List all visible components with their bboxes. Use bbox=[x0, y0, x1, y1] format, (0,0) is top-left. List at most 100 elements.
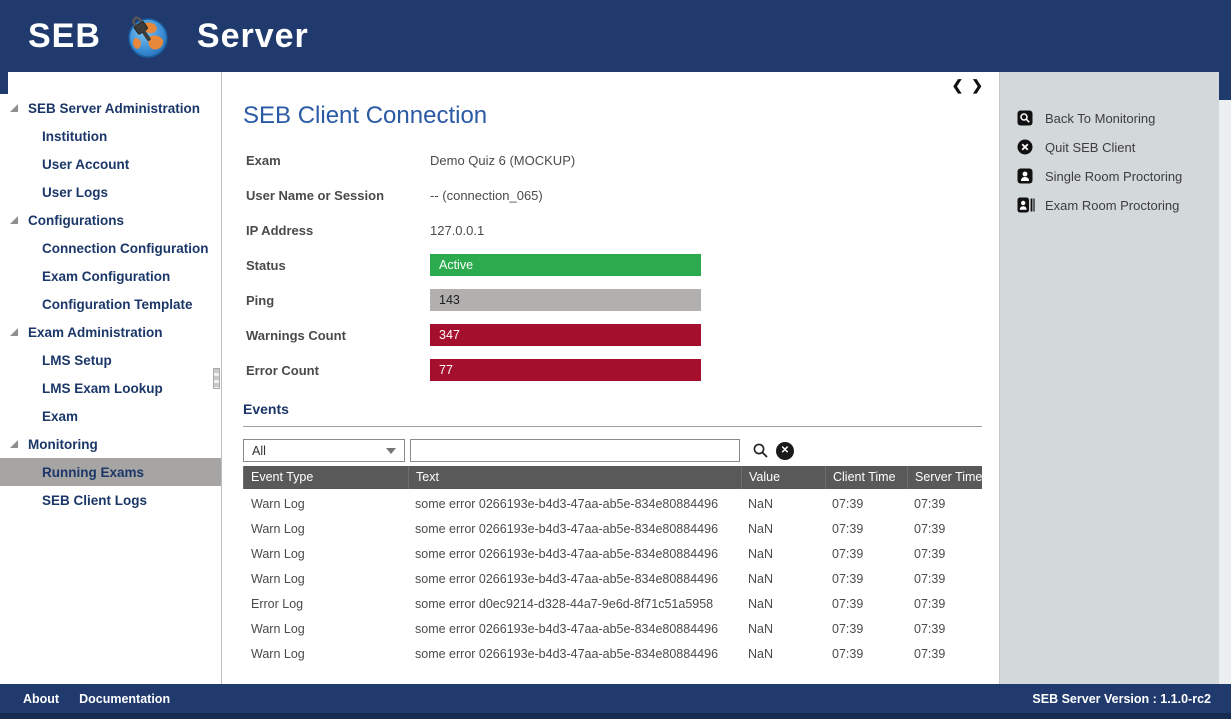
event-server-time-cell: 07:39 bbox=[914, 571, 946, 586]
column-header[interactable]: Client Time bbox=[825, 466, 907, 489]
event-type-cell: Warn Log bbox=[251, 521, 305, 536]
sidebar-item[interactable]: SEB Server Administration bbox=[0, 94, 221, 122]
sidebar-item-label: Institution bbox=[42, 128, 108, 144]
events-table-header: Event Type Text Value Client Time Server Tim… bbox=[243, 466, 982, 489]
exam-room-proctoring-button[interactable]: Exam Room Proctoring bbox=[1000, 197, 1219, 213]
sidebar-item-label: LMS Exam Lookup bbox=[42, 380, 163, 396]
sidebar-item-label: SEB Server Administration bbox=[28, 100, 201, 116]
navigation-sidebar: SEB Server Administration Institution Us… bbox=[0, 72, 222, 684]
field-value: 77 bbox=[430, 359, 701, 381]
sidebar-item[interactable]: LMS Exam Lookup bbox=[0, 374, 221, 402]
sidebar-item[interactable]: Running Exams bbox=[0, 458, 221, 486]
clear-filter-icon[interactable]: ✕ bbox=[776, 441, 794, 460]
event-value-cell: NaN bbox=[748, 596, 774, 611]
nav-back-icon[interactable]: ❮ bbox=[951, 77, 966, 93]
about-link[interactable]: About bbox=[23, 691, 60, 706]
event-value-cell: NaN bbox=[748, 521, 774, 536]
documentation-link[interactable]: Documentation bbox=[79, 691, 171, 706]
sidebar-item-label: User Logs bbox=[42, 184, 109, 200]
sidebar-item-label: Configurations bbox=[28, 212, 124, 228]
detail-field-row: User Name or Session -- (connection_065) bbox=[243, 184, 982, 206]
event-row[interactable]: Warn Log some error 0266193e-b4d3-47aa-a… bbox=[243, 541, 982, 566]
quit-circle-x-icon bbox=[1017, 139, 1034, 155]
sidebar-item[interactable]: Configurations bbox=[0, 206, 221, 234]
search-icon[interactable] bbox=[752, 442, 769, 459]
event-row[interactable]: Warn Log some error 0266193e-b4d3-47aa-a… bbox=[243, 616, 982, 641]
tree-toggle-icon[interactable] bbox=[10, 328, 18, 336]
event-value-cell: NaN bbox=[748, 646, 774, 661]
event-type-cell: Warn Log bbox=[251, 546, 305, 561]
brand-seb: SEB bbox=[28, 16, 101, 55]
field-label: Warnings Count bbox=[246, 327, 346, 343]
sidebar-item[interactable]: LMS Setup bbox=[0, 346, 221, 374]
column-header[interactable]: Server Time bbox=[907, 466, 982, 489]
field-value: -- (connection_065) bbox=[430, 187, 543, 203]
person-rows-icon bbox=[1017, 197, 1035, 213]
event-row[interactable]: Warn Log some error 0266193e-b4d3-47aa-a… bbox=[243, 641, 982, 666]
event-row[interactable]: Warn Log some error 0266193e-b4d3-47aa-a… bbox=[243, 566, 982, 591]
sidebar-item[interactable]: User Account bbox=[0, 150, 221, 178]
column-header[interactable]: Event Type bbox=[243, 466, 408, 489]
event-type-dropdown[interactable]: All bbox=[243, 439, 405, 462]
sidebar-item[interactable]: Exam Configuration bbox=[0, 262, 221, 290]
event-value-cell: NaN bbox=[748, 496, 774, 511]
sidebar-item-label: SEB Client Logs bbox=[42, 492, 148, 508]
tree-toggle-icon[interactable] bbox=[10, 104, 18, 112]
right-margin-strip bbox=[1219, 72, 1231, 684]
event-value-cell: NaN bbox=[748, 571, 774, 586]
sidebar-item[interactable]: Institution bbox=[0, 122, 221, 150]
tree-toggle-icon[interactable] bbox=[10, 216, 18, 224]
detail-field-row: IP Address 127.0.0.1 bbox=[243, 219, 982, 241]
nav-forward-icon[interactable]: ❯ bbox=[971, 77, 985, 93]
events-table-body: Warn Log some error 0266193e-b4d3-47aa-a… bbox=[243, 491, 982, 666]
quit-seb-client-button[interactable]: Quit SEB Client bbox=[1000, 139, 1219, 155]
single-room-proctoring-button[interactable]: Single Room Proctoring bbox=[1000, 168, 1219, 184]
back-to-monitoring-button[interactable]: Back To Monitoring bbox=[1000, 110, 1219, 126]
event-type-cell: Warn Log bbox=[251, 621, 305, 636]
event-text-cell: some error 0266193e-b4d3-47aa-ab5e-834e8… bbox=[415, 496, 719, 511]
tree-toggle-icon[interactable] bbox=[10, 440, 18, 448]
event-row[interactable]: Warn Log some error 0266193e-b4d3-47aa-a… bbox=[243, 516, 982, 541]
column-header[interactable]: Value bbox=[741, 466, 825, 489]
sidebar-item-label: Monitoring bbox=[28, 436, 98, 452]
sidebar-item-label: User Account bbox=[42, 156, 130, 172]
sidebar-item-label: LMS Setup bbox=[42, 352, 112, 368]
sidebar-item[interactable]: Exam Administration bbox=[0, 318, 221, 346]
event-client-time-cell: 07:39 bbox=[832, 571, 864, 586]
sidebar-item[interactable]: Configuration Template bbox=[0, 290, 221, 318]
event-type-cell: Error Log bbox=[251, 596, 304, 611]
event-text-cell: some error 0266193e-b4d3-47aa-ab5e-834e8… bbox=[415, 521, 719, 536]
sidebar-item[interactable]: SEB Client Logs bbox=[0, 486, 221, 514]
person-icon bbox=[1017, 168, 1034, 184]
events-section-title: Events bbox=[243, 401, 289, 417]
event-server-time-cell: 07:39 bbox=[914, 521, 946, 536]
event-text-cell: some error 0266193e-b4d3-47aa-ab5e-834e8… bbox=[415, 621, 719, 636]
monitoring-search-icon bbox=[1017, 110, 1034, 126]
event-type-cell: Warn Log bbox=[251, 496, 305, 511]
sidebar-item[interactable]: Exam bbox=[0, 402, 221, 430]
sidebar-item[interactable]: Monitoring bbox=[0, 430, 221, 458]
event-search-input[interactable] bbox=[410, 439, 740, 462]
event-client-time-cell: 07:39 bbox=[832, 496, 864, 511]
action-label: Quit SEB Client bbox=[1045, 139, 1136, 155]
sidebar-item[interactable]: User Logs bbox=[0, 178, 221, 206]
detail-field-row: Exam Demo Quiz 6 (MOCKUP) bbox=[243, 149, 982, 171]
event-client-time-cell: 07:39 bbox=[832, 521, 864, 536]
sidebar-item[interactable]: Connection Configuration bbox=[0, 234, 221, 262]
event-server-time-cell: 07:39 bbox=[914, 646, 946, 661]
sidebar-item-label: Exam Administration bbox=[28, 324, 163, 340]
field-label: Exam bbox=[246, 152, 281, 168]
event-text-cell: some error d0ec9214-d328-44a7-9e6d-8f71c… bbox=[415, 596, 714, 611]
action-panel: Back To Monitoring Quit SEB Client bbox=[1000, 72, 1219, 684]
action-label: Back To Monitoring bbox=[1045, 110, 1156, 126]
action-label: Exam Room Proctoring bbox=[1045, 197, 1180, 213]
globe-lock-logo-icon bbox=[123, 12, 171, 60]
event-row[interactable]: Warn Log some error 0266193e-b4d3-47aa-a… bbox=[243, 491, 982, 516]
history-nav: ❮ ❯ bbox=[952, 77, 985, 94]
event-client-time-cell: 07:39 bbox=[832, 596, 864, 611]
detail-field-row: Warnings Count 347 bbox=[243, 324, 982, 346]
field-value: Demo Quiz 6 (MOCKUP) bbox=[430, 152, 576, 168]
event-row[interactable]: Error Log some error d0ec9214-d328-44a7-… bbox=[243, 591, 982, 616]
sidebar-splitter-grip[interactable] bbox=[213, 368, 220, 389]
column-header[interactable]: Text bbox=[408, 466, 741, 489]
